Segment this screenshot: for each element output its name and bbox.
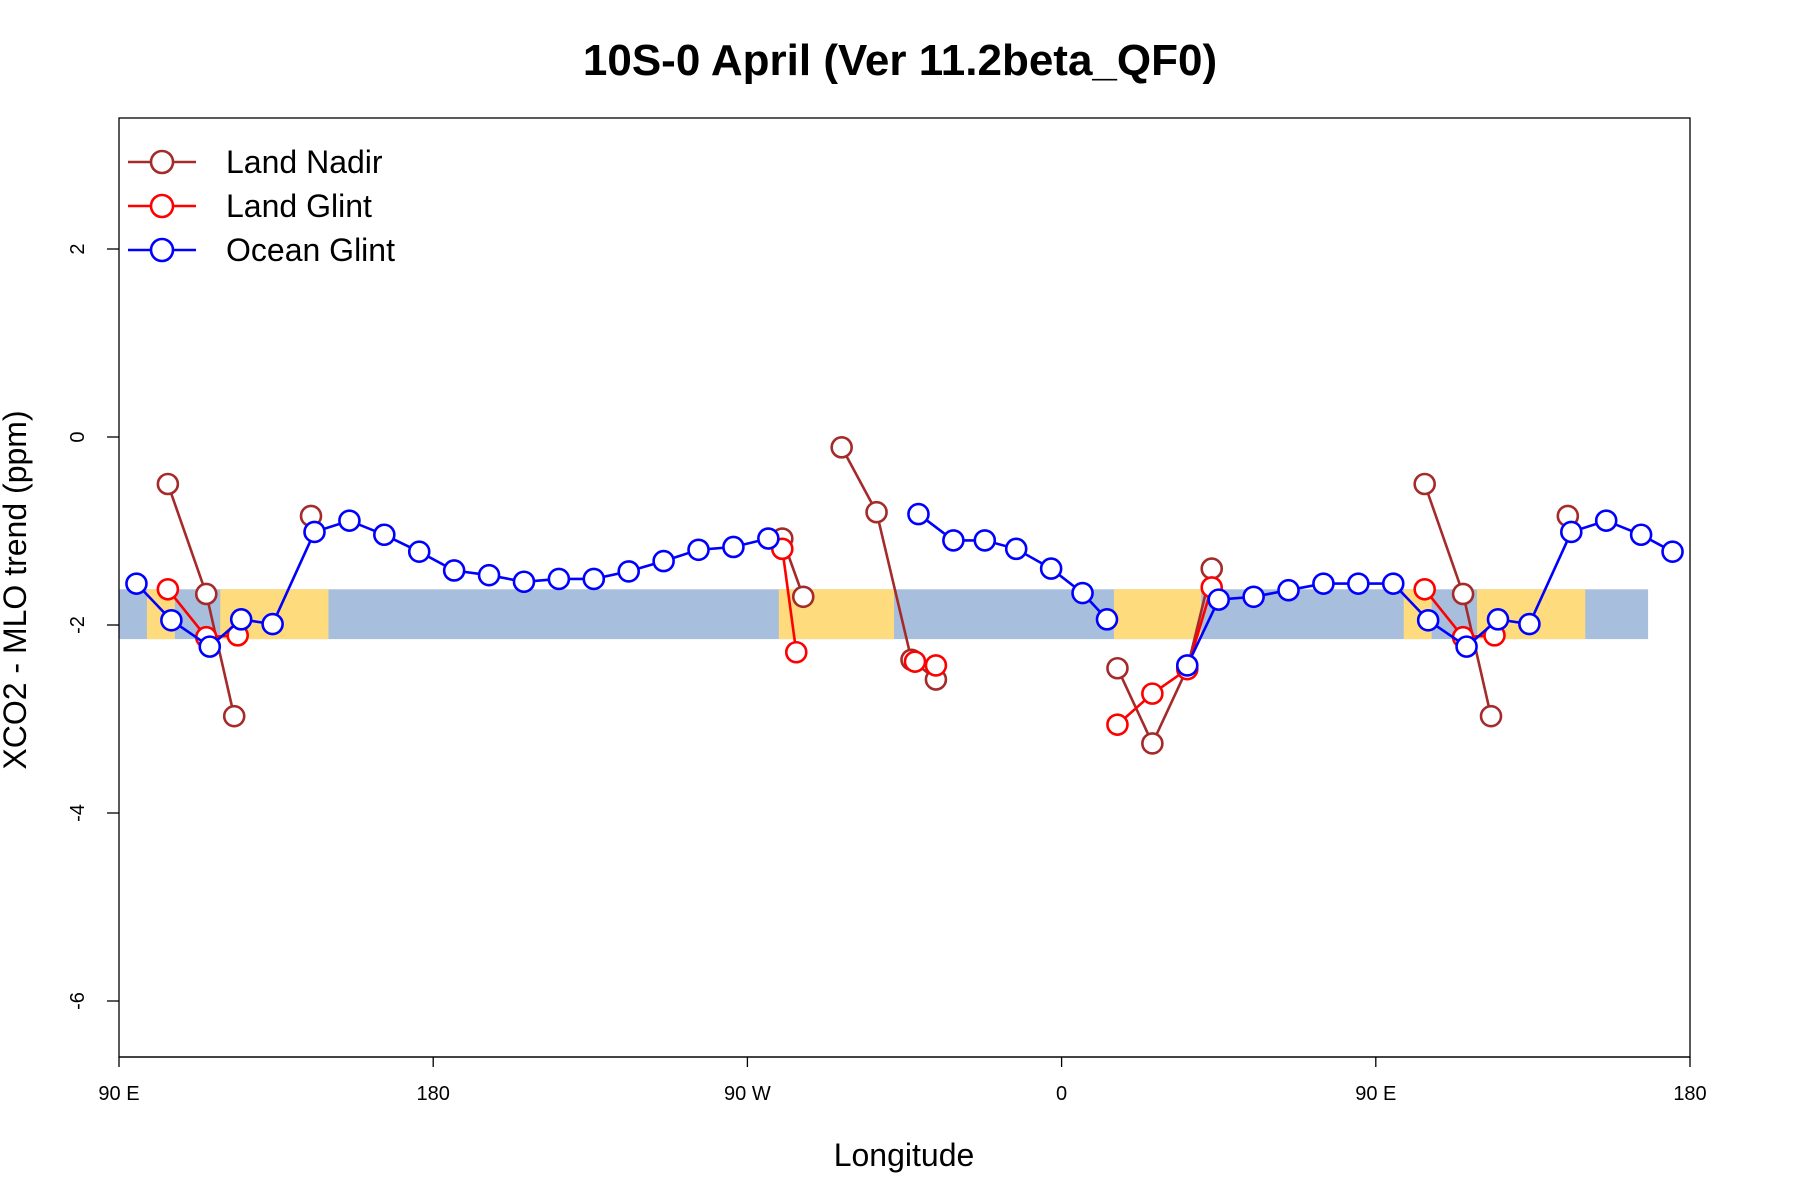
y-axis: 2 0 -2 -4 -6 [67,243,119,1010]
data-point [303,520,326,544]
data-point [512,570,536,594]
data-point [1106,656,1129,680]
legend-marker [149,149,175,175]
data-point [757,527,780,550]
series-land-nadir [156,436,1580,755]
x-tick-label: 90 E [98,1083,139,1105]
series-ocean-glint [125,502,1684,677]
series-line [1116,568,1213,747]
x-tick-label: 0 [1056,1083,1067,1105]
data-point [547,567,571,591]
data-point [442,559,466,582]
y-tick-label: -4 [67,804,89,822]
legend-item: Land Nadir [128,144,383,180]
data-point [1413,577,1436,601]
data-point [907,502,930,526]
data-point [687,538,710,562]
data-point [338,509,361,532]
data-point [1175,654,1199,677]
data-point [1629,523,1653,547]
data-point [160,608,183,632]
x-tick-label: 90 W [724,1083,771,1105]
data-point [194,582,218,606]
data-point [1071,581,1094,605]
legend-marker [149,193,175,219]
data-point [784,640,808,664]
data-point [617,560,641,583]
data-point [1347,572,1370,595]
data-point [1141,682,1164,705]
data-point [198,635,222,658]
data-point [942,529,965,552]
data-point [582,567,606,591]
x-tick-label: 180 [1673,1083,1706,1105]
legend-item: Ocean Glint [128,232,395,268]
x-tick-label: 180 [417,1083,450,1105]
data-point [407,540,431,563]
data-point [1594,509,1618,532]
data-point [156,577,180,601]
data-point [1381,572,1405,595]
x-axis: 90 E 180 90 W 0 90 E 180 [98,1056,1707,1105]
data-point [261,612,284,636]
data-point [924,654,948,677]
legend-label: Land Nadir [226,144,383,180]
data-point [1207,588,1230,611]
latitude-band [119,589,1649,640]
data-point [222,704,246,728]
band-land-region [1113,589,1202,640]
legend-label: Land Glint [226,188,372,224]
data-point [373,523,396,547]
y-tick-label: -6 [67,992,89,1010]
legend-marker [149,237,175,263]
data-point [229,608,253,631]
legend: Land Nadir Land Glint Ocean Glint [128,144,395,268]
data-point [1039,557,1063,580]
series-line [840,446,937,681]
y-tick-label: 0 [67,431,89,442]
series-line [781,548,798,653]
y-axis-label: XCO2 - MLO trend (ppm) [0,410,33,769]
data-point [865,500,888,524]
legend-item: Land Glint [128,188,372,224]
data-point [1518,612,1541,636]
chart-title: 10S-0 April (Ver 11.2beta_QF0) [583,36,1217,85]
data-point [1479,704,1503,728]
data-point [1312,572,1335,595]
data-point [477,563,501,587]
data-point [830,436,853,459]
data-point [1200,557,1224,580]
data-point [1277,578,1300,602]
data-point [652,549,675,573]
y-tick-label: -2 [67,616,89,634]
data-point [1242,585,1265,609]
x-tick-label: 90 E [1355,1083,1396,1105]
data-point [722,535,745,559]
data-point [1451,582,1475,606]
series-line [1116,587,1213,726]
x-axis-label: Longitude [834,1137,975,1173]
series-layer [125,436,1684,755]
data-point [1560,520,1583,544]
data-point [903,650,927,673]
data-point [1413,472,1436,496]
y-tick-label: 2 [67,243,89,254]
data-point [1455,635,1478,658]
data-point [156,472,180,496]
data-point [1106,713,1129,736]
data-point [1095,608,1119,631]
data-point [1416,608,1440,632]
data-point [125,572,148,595]
data-point [1004,537,1028,561]
legend-label: Ocean Glint [226,232,395,268]
data-point [1141,732,1164,755]
data-point [1661,540,1684,563]
data-point [973,529,997,552]
data-point [791,585,815,609]
data-point [1486,608,1510,631]
